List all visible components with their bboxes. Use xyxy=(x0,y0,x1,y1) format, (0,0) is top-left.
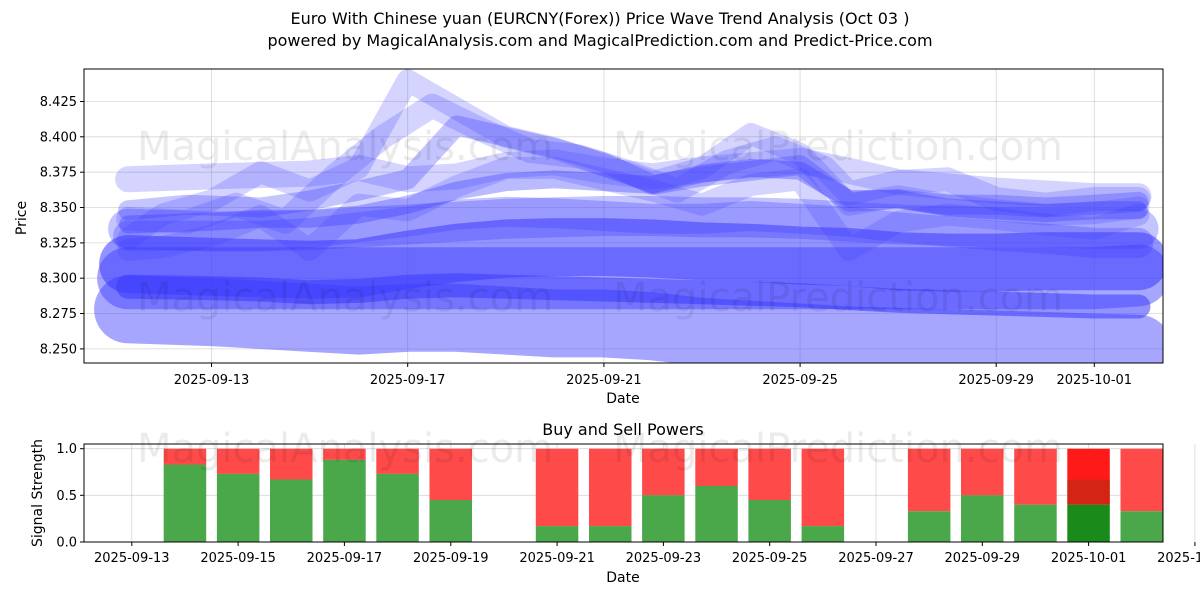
signal-x-tick-label: 2025-10-01 xyxy=(1051,551,1127,566)
price-x-tick-label: 2025-09-25 xyxy=(762,373,838,388)
watermark-analysis-lower: MagicalAnalysis.com xyxy=(137,275,553,321)
signal-x-tick-label: 2025-10-03 xyxy=(1157,551,1200,566)
buy-bar xyxy=(642,495,685,542)
sell-bar xyxy=(1014,448,1057,505)
price-wave-panel: MagicalAnalysis.com MagicalPrediction.co… xyxy=(14,68,1164,407)
price-wave-6 xyxy=(119,158,1148,234)
signal-x-tick-label: 2025-09-21 xyxy=(519,551,595,566)
price-wave-4 xyxy=(117,156,1150,261)
sell-bar xyxy=(748,448,791,500)
buy-sell-panel: Buy and Sell Powers MagicalAnalysis.com … xyxy=(30,420,1200,586)
buy-bar xyxy=(1067,504,1110,542)
price-y-tick-label: 8.325 xyxy=(40,236,77,251)
signal-y-tick-label: 1.0 xyxy=(56,442,77,457)
price-y-tick-label: 8.250 xyxy=(40,342,77,357)
signal-x-tick-label: 2025-09-27 xyxy=(838,551,914,566)
watermark-analysis-upper: MagicalAnalysis.com xyxy=(137,124,553,170)
price-watermarks: MagicalAnalysis.com MagicalPrediction.co… xyxy=(137,124,1063,321)
sell-bar xyxy=(535,448,579,527)
buy-bar xyxy=(270,479,313,542)
price-wave-1 xyxy=(115,147,1152,210)
price-y-axis-label: Price xyxy=(14,201,30,235)
signal-axes: 0.0 0.5 1.0 2025-09-13 2025-09-15 2025-09-17 2… xyxy=(56,442,1200,566)
buy-bar xyxy=(695,486,738,542)
watermark-analysis-bottom: MagicalAnalysis.com xyxy=(137,426,553,472)
signal-watermarks: MagicalAnalysis.com MagicalPrediction.co… xyxy=(137,426,1063,472)
sell-bar xyxy=(429,448,472,500)
price-y-tick-label: 8.275 xyxy=(40,307,77,322)
price-waves xyxy=(94,69,1163,363)
signal-x-tick-label: 2025-09-15 xyxy=(200,551,276,566)
sell-bar xyxy=(589,448,632,527)
price-wave-2 xyxy=(117,69,1150,250)
price-wave-11 xyxy=(116,273,1151,319)
sell-bar xyxy=(163,448,207,465)
price-y-tick-label: 8.300 xyxy=(40,272,77,287)
buy-bar xyxy=(429,500,472,542)
signal-x-axis-label: Date xyxy=(606,570,639,586)
sell-bar xyxy=(642,448,685,496)
price-wave-5 xyxy=(118,115,1149,221)
signal-y-tick-label: 0.0 xyxy=(56,536,77,551)
buy-bar xyxy=(163,464,207,542)
sell-bar xyxy=(907,448,951,512)
signal-x-tick-label: 2025-09-13 xyxy=(94,551,170,566)
price-y-tick-label: 8.375 xyxy=(40,166,77,181)
signal-x-tick-label: 2025-09-17 xyxy=(307,551,383,566)
watermark-prediction-bottom: MagicalPrediction.com xyxy=(613,426,1063,472)
sell-bar xyxy=(695,448,738,486)
chart-subtitle: powered by MagicalAnalysis.com and Magic… xyxy=(267,31,933,50)
watermark-prediction-lower: MagicalPrediction.com xyxy=(613,275,1063,321)
price-wave-10 xyxy=(97,244,1163,310)
buy-sell-title: Buy and Sell Powers xyxy=(542,420,704,439)
buy-bar xyxy=(323,459,366,542)
price-wave-12 xyxy=(94,275,1163,363)
buy-bar xyxy=(961,495,1004,542)
price-y-tick-label: 8.400 xyxy=(40,130,77,145)
buy-bar xyxy=(535,526,579,542)
signal-bars xyxy=(163,448,1163,542)
price-wave-3 xyxy=(116,93,1151,234)
signal-y-tick-label: 0.5 xyxy=(56,489,77,504)
price-wave-9 xyxy=(99,218,1163,299)
price-x-tick-label: 2025-09-29 xyxy=(958,373,1034,388)
signal-y-axis-label: Signal Strength xyxy=(30,439,46,547)
signal-x-tick-label: 2025-09-25 xyxy=(732,551,808,566)
signal-x-tick-label: 2025-09-23 xyxy=(626,551,702,566)
price-axes: 8.250 8.275 8.300 8.325 8.350 8.375 8.400 8.425… xyxy=(40,95,1132,388)
sell-bar xyxy=(270,448,313,480)
price-y-tick-label: 8.350 xyxy=(40,201,77,216)
signal-plot-frame xyxy=(83,443,1164,543)
sell-bar xyxy=(216,448,260,474)
price-y-tick-label: 8.425 xyxy=(40,95,77,110)
buy-bar xyxy=(216,473,260,542)
price-plot-frame xyxy=(83,68,1164,364)
price-x-tick-label: 2025-09-21 xyxy=(566,373,642,388)
signal-x-tick-label: 2025-09-29 xyxy=(945,551,1021,566)
sell-bar xyxy=(961,448,1004,496)
sell-bar xyxy=(801,448,845,527)
buy-bar xyxy=(589,526,632,542)
buy-bar xyxy=(376,473,419,542)
sell-bar xyxy=(1120,448,1163,512)
sell-bar xyxy=(323,448,366,460)
buy-bar xyxy=(748,500,791,542)
buy-bar xyxy=(1120,511,1163,542)
price-wave-8 xyxy=(108,196,1159,252)
buy-bar xyxy=(801,526,845,542)
price-x-tick-label: 2025-09-17 xyxy=(370,373,446,388)
signal-x-tick-label: 2025-09-19 xyxy=(413,551,489,566)
sell-bar-overlay xyxy=(1067,479,1110,505)
chart-title: Euro With Chinese yuan (EURCNY(Forex)) P… xyxy=(290,9,910,28)
price-x-axis-label: Date xyxy=(606,391,639,407)
watermark-prediction-upper: MagicalPrediction.com xyxy=(613,124,1063,170)
buy-bar xyxy=(907,511,951,542)
buy-bar xyxy=(1014,504,1057,542)
sell-bar xyxy=(376,448,419,474)
price-x-tick-label: 2025-09-13 xyxy=(174,373,250,388)
price-x-tick-label: 2025-10-01 xyxy=(1057,373,1133,388)
